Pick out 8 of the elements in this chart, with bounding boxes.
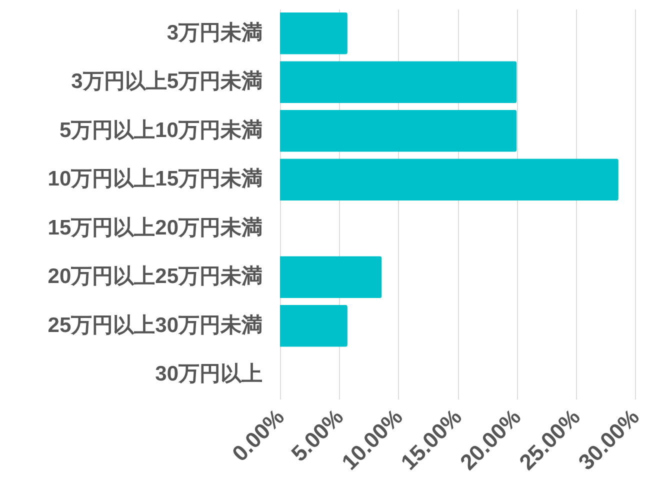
y-tick-label: 30万円以上 xyxy=(155,362,262,386)
y-tick-label: 3万円未満 xyxy=(166,21,262,44)
y-tick-label: 5万円以上10万円未満 xyxy=(59,118,262,142)
y-tick-label: 15万円以上20万円未満 xyxy=(48,216,262,240)
y-tick-label: 10万円以上15万円未満 xyxy=(48,168,262,191)
y-tick-label: 20万円以上25万円未満 xyxy=(48,265,262,288)
y-tick-label: 3万円以上5万円未満 xyxy=(71,70,262,94)
y-tick-label: 25万円以上30万円未満 xyxy=(48,314,262,337)
